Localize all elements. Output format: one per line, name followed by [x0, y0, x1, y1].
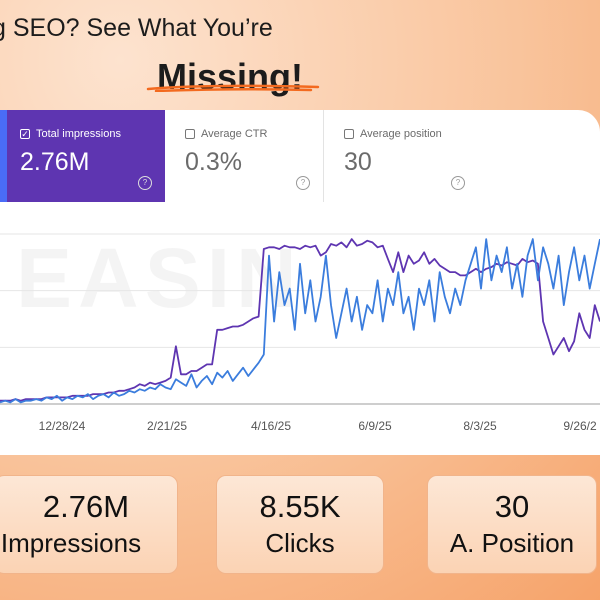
checkbox-unchecked-icon[interactable] — [344, 129, 354, 139]
performance-chart: 12/28/24 2/21/25 4/16/25 6/9/25 8/3/25 9/26/2 — [0, 233, 600, 433]
stat-label: A. Position — [449, 528, 575, 558]
tab-value: 0.3% — [185, 148, 242, 176]
stat-value: 30 — [494, 489, 530, 524]
active-tab-stripe — [0, 110, 7, 202]
help-icon[interactable]: ? — [296, 176, 310, 190]
x-tick-label: 8/3/25 — [463, 419, 497, 433]
tab-label: Average position — [360, 128, 442, 140]
stat-card-impressions: 2.76M IImpressions — [0, 475, 178, 574]
tab-value: 30 — [344, 148, 372, 176]
stat-value: 2.76M — [42, 489, 130, 524]
tab-total-impressions[interactable]: ✓ Total impressions 2.76M ? — [0, 110, 165, 202]
x-tick-label: 6/9/25 — [358, 419, 392, 433]
x-tick-label: 9/26/2 — [563, 419, 597, 433]
stat-card-clicks: 8.55K Clicks — [216, 475, 384, 574]
help-icon[interactable]: ? — [451, 176, 465, 190]
stat-label: IImpressions — [0, 528, 177, 559]
stat-value: 8.55K — [259, 489, 341, 524]
x-tick-label: 4/16/25 — [251, 419, 291, 433]
watermark: EASIN — [16, 230, 303, 327]
checkbox-unchecked-icon[interactable] — [185, 129, 195, 139]
tab-average-ctr[interactable]: Average CTR 0.3% ? — [165, 110, 324, 202]
stat-label: Clicks — [265, 528, 335, 558]
tab-label: Average CTR — [201, 128, 268, 140]
search-console-panel: ✓ Total impressions 2.76M ? Average CTR … — [0, 110, 600, 455]
metric-tabs: ✓ Total impressions 2.76M ? Average CTR … — [0, 110, 478, 202]
tab-label: Total impressions — [36, 128, 121, 140]
series-line-secondary — [0, 238, 600, 404]
headline-line1: g SEO? See What You’re — [0, 14, 273, 42]
stat-card-position: 30 A. Position — [427, 475, 597, 574]
tab-value: 2.76M — [20, 148, 90, 176]
x-tick-label: 12/28/24 — [39, 419, 86, 433]
help-icon[interactable]: ? — [138, 176, 152, 190]
stat-label-text: Impressions — [0, 528, 142, 558]
checkbox-checked-icon[interactable]: ✓ — [20, 128, 30, 139]
x-tick-label: 2/21/25 — [147, 419, 187, 433]
tab-average-position[interactable]: Average position 30 ? — [324, 110, 478, 202]
headline-underline — [146, 84, 320, 92]
